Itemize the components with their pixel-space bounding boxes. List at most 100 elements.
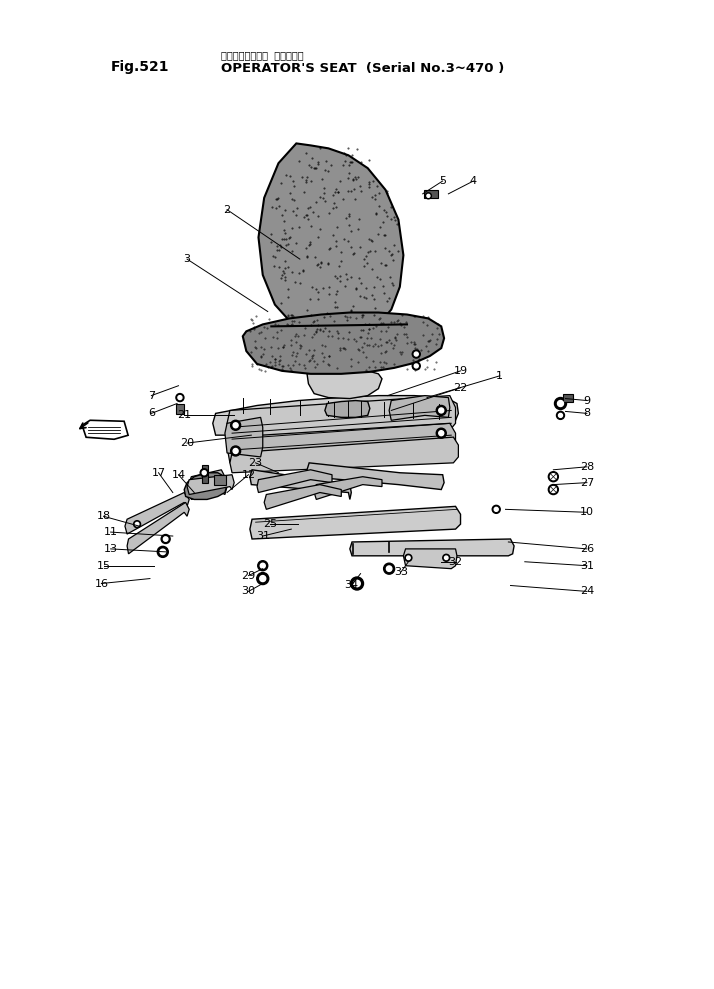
Polygon shape <box>225 417 263 457</box>
Text: 21: 21 <box>177 410 191 420</box>
Polygon shape <box>230 437 458 473</box>
Text: 34: 34 <box>344 581 358 590</box>
Text: 1: 1 <box>496 371 503 381</box>
Circle shape <box>558 413 563 417</box>
Circle shape <box>407 556 410 560</box>
Text: 30: 30 <box>241 586 256 596</box>
Polygon shape <box>250 506 461 539</box>
Circle shape <box>160 549 166 555</box>
Text: 7: 7 <box>148 391 155 401</box>
Polygon shape <box>184 473 227 499</box>
Circle shape <box>134 520 141 528</box>
Circle shape <box>351 577 363 590</box>
Circle shape <box>548 472 558 482</box>
Circle shape <box>231 420 241 430</box>
Polygon shape <box>389 396 450 420</box>
Text: 13: 13 <box>104 544 118 554</box>
Text: 25: 25 <box>263 519 277 529</box>
Bar <box>176 404 183 413</box>
Text: 22: 22 <box>453 383 468 393</box>
Circle shape <box>412 350 421 358</box>
Polygon shape <box>264 485 341 509</box>
Circle shape <box>386 566 392 572</box>
Circle shape <box>231 446 241 456</box>
Circle shape <box>178 396 182 400</box>
Text: 12: 12 <box>241 470 256 480</box>
Text: 24: 24 <box>580 586 594 596</box>
Circle shape <box>164 537 168 541</box>
Text: 4: 4 <box>470 176 477 186</box>
Circle shape <box>548 485 558 494</box>
Text: 15: 15 <box>96 561 111 571</box>
Polygon shape <box>189 480 227 499</box>
Text: 31: 31 <box>580 561 594 571</box>
Circle shape <box>405 554 412 562</box>
Circle shape <box>550 487 556 493</box>
Polygon shape <box>187 475 234 494</box>
Circle shape <box>436 428 446 438</box>
Circle shape <box>257 573 268 584</box>
Text: 27: 27 <box>580 478 594 488</box>
Circle shape <box>136 522 139 526</box>
Polygon shape <box>325 401 370 417</box>
Polygon shape <box>125 493 189 534</box>
Text: Fig.521: Fig.521 <box>111 60 169 74</box>
Polygon shape <box>258 143 403 338</box>
Text: 20: 20 <box>180 438 194 448</box>
Circle shape <box>202 471 206 475</box>
Circle shape <box>260 576 266 582</box>
Circle shape <box>353 581 361 586</box>
Circle shape <box>260 563 266 569</box>
Text: 14: 14 <box>171 470 186 480</box>
Text: 2: 2 <box>223 205 231 215</box>
Bar <box>424 190 438 198</box>
Polygon shape <box>307 370 382 399</box>
Text: 23: 23 <box>248 458 263 468</box>
Circle shape <box>555 398 566 409</box>
Polygon shape <box>213 396 458 435</box>
Text: 26: 26 <box>580 544 594 554</box>
Circle shape <box>161 534 170 544</box>
Text: 9: 9 <box>583 396 590 405</box>
Circle shape <box>492 505 501 513</box>
Circle shape <box>438 430 444 436</box>
Polygon shape <box>127 502 189 554</box>
Text: 8: 8 <box>583 408 590 418</box>
Text: 6: 6 <box>148 408 155 418</box>
Polygon shape <box>350 539 514 556</box>
Text: 17: 17 <box>151 468 166 478</box>
Text: 11: 11 <box>104 527 118 537</box>
Text: 29: 29 <box>241 571 256 581</box>
Text: 31: 31 <box>256 531 270 541</box>
Circle shape <box>445 556 448 560</box>
Circle shape <box>494 507 498 511</box>
Text: 18: 18 <box>96 511 111 521</box>
Circle shape <box>438 407 444 413</box>
Text: 32: 32 <box>448 557 463 567</box>
Text: 28: 28 <box>580 462 594 472</box>
Bar <box>202 465 208 483</box>
Text: 33: 33 <box>394 567 408 577</box>
Circle shape <box>426 193 431 199</box>
Circle shape <box>550 474 556 480</box>
Circle shape <box>443 554 450 562</box>
Polygon shape <box>189 470 225 490</box>
Text: 19: 19 <box>453 366 468 376</box>
Circle shape <box>233 448 238 454</box>
Bar <box>214 475 226 485</box>
Polygon shape <box>227 423 456 463</box>
Circle shape <box>233 422 238 428</box>
Text: 3: 3 <box>183 254 191 264</box>
Polygon shape <box>403 549 457 569</box>
Circle shape <box>558 401 563 406</box>
Circle shape <box>436 405 446 415</box>
Polygon shape <box>257 470 332 493</box>
Circle shape <box>176 394 184 402</box>
Polygon shape <box>227 396 456 443</box>
Circle shape <box>200 469 208 477</box>
Text: 5: 5 <box>439 176 446 186</box>
Text: 10: 10 <box>580 507 594 517</box>
Bar <box>563 394 573 402</box>
Polygon shape <box>307 463 444 490</box>
Circle shape <box>157 546 169 558</box>
